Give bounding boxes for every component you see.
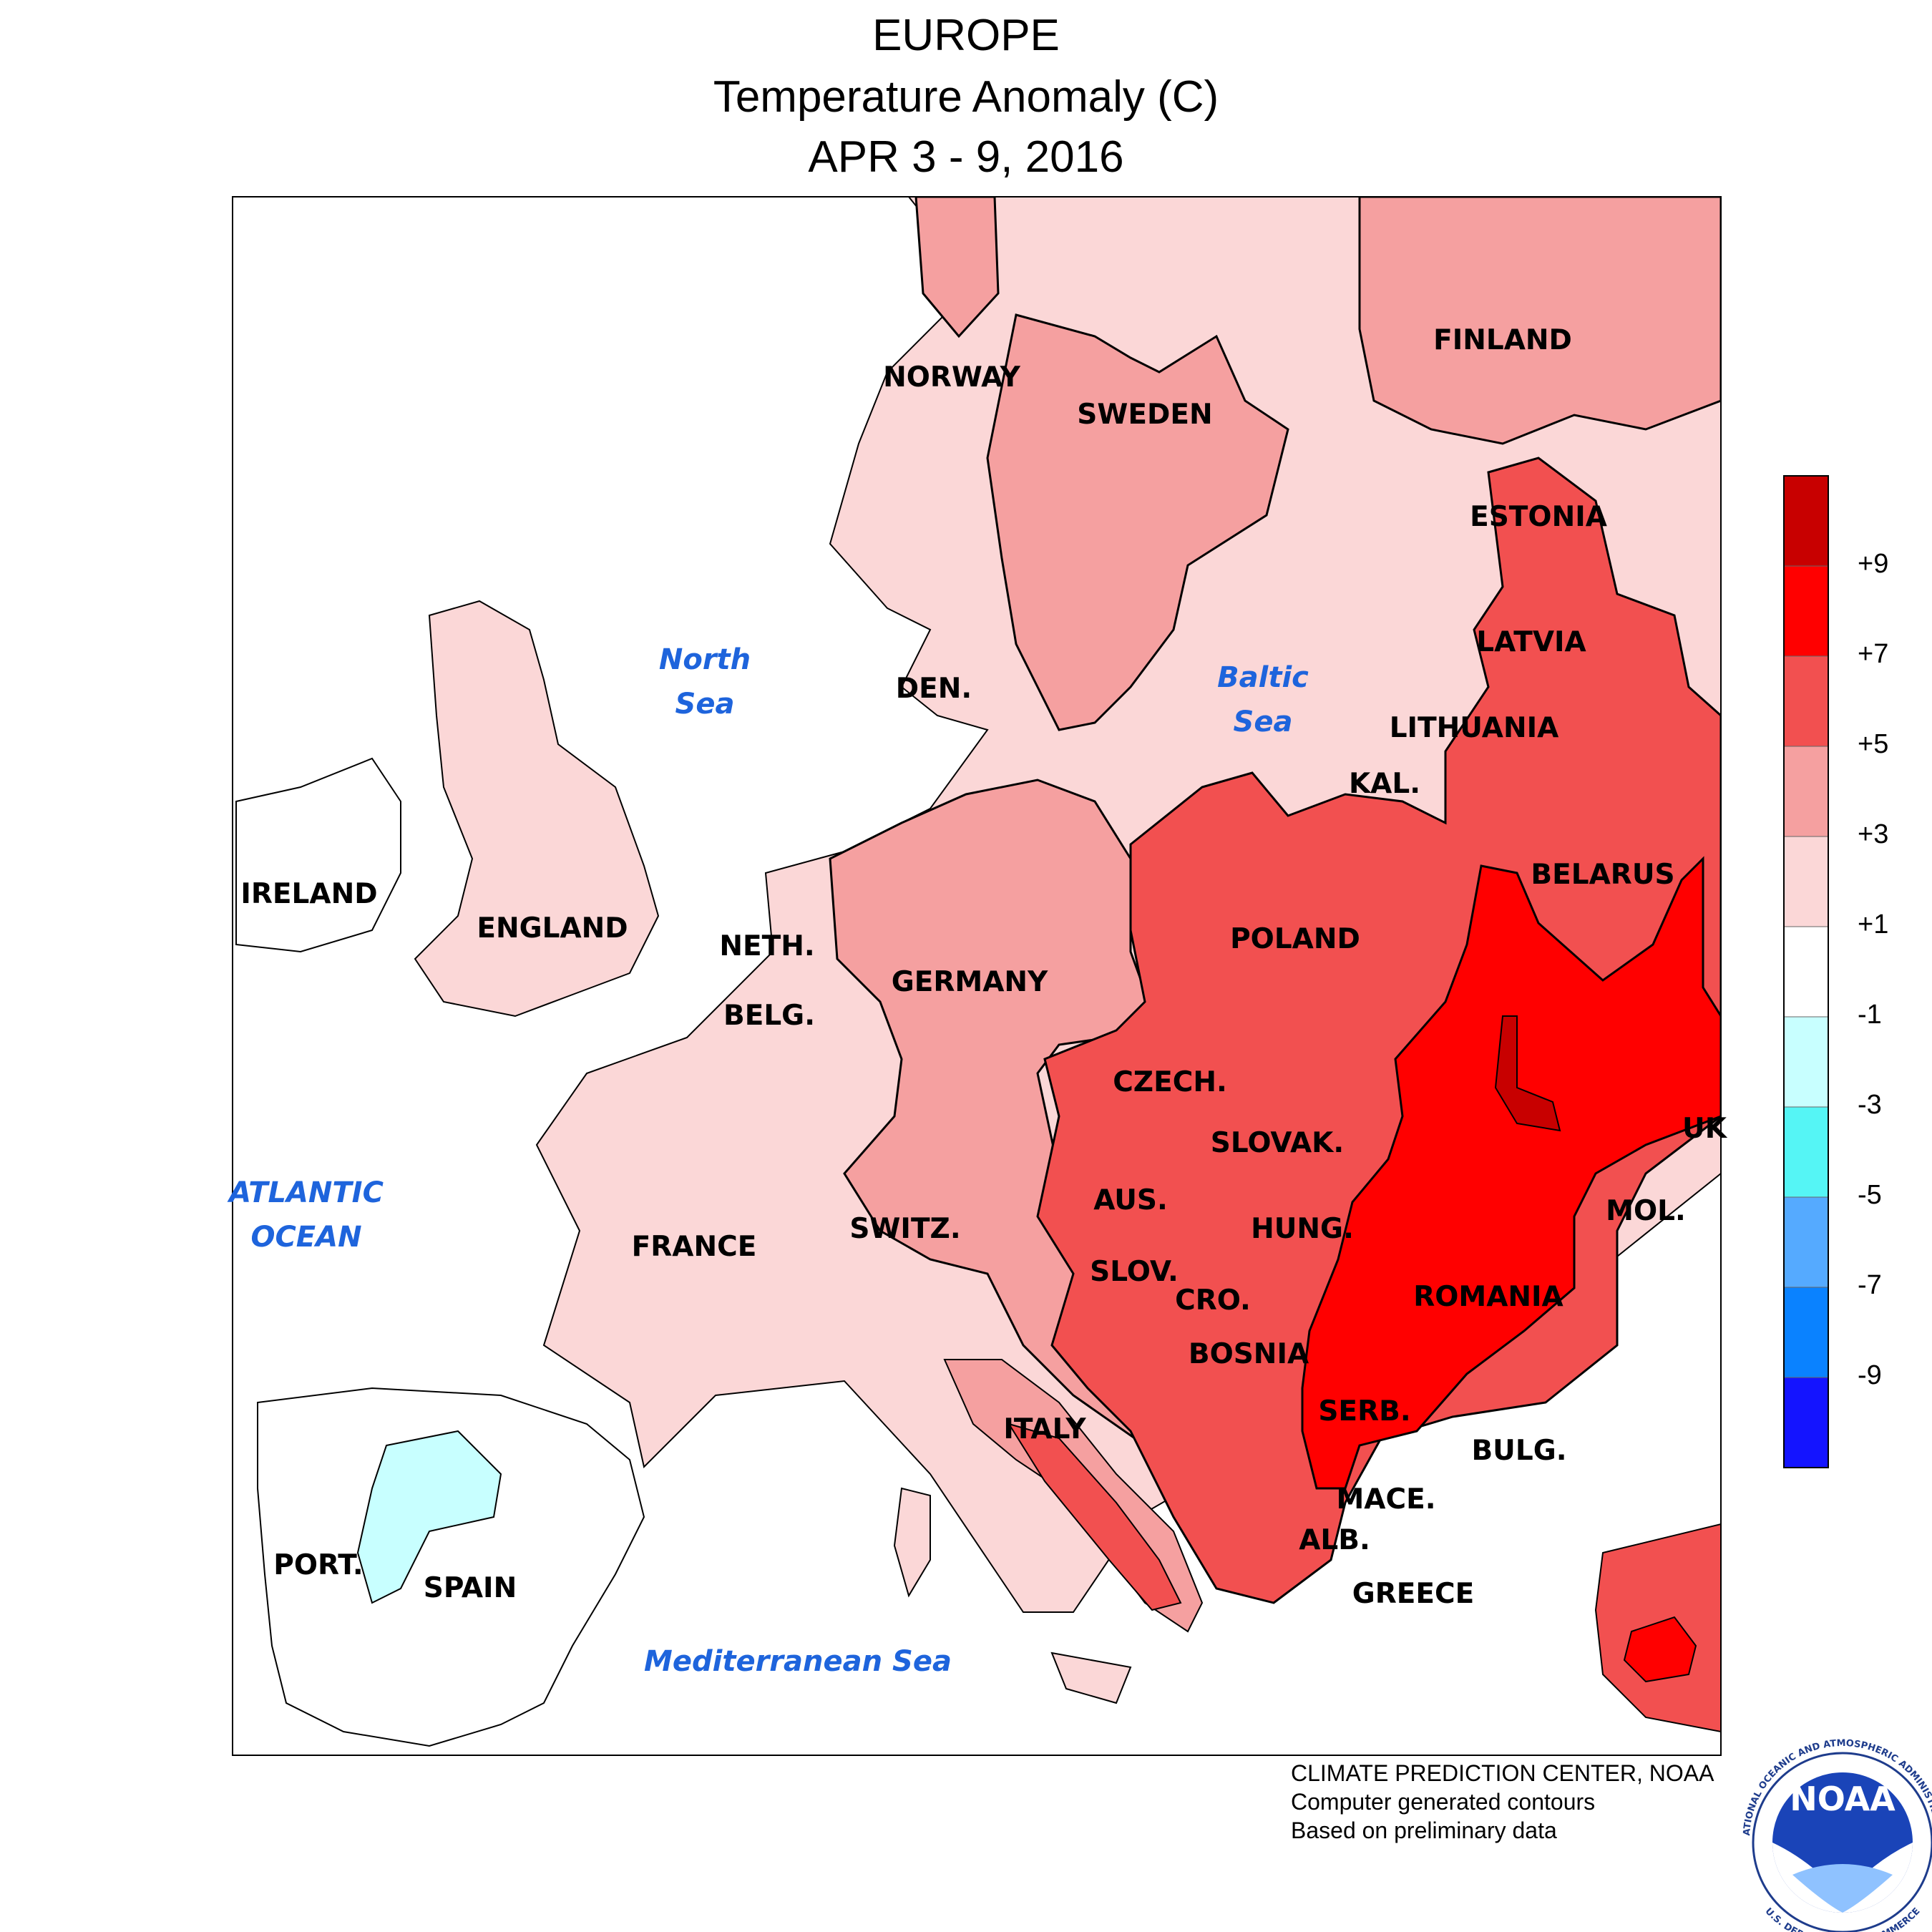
legend-tick-label: +5 (1858, 729, 1889, 759)
land-iberia (257, 1387, 645, 1747)
label-estonia: ESTONIA (1470, 501, 1607, 533)
label-greece: GREECE (1352, 1578, 1475, 1610)
legend-swatch-8 (1783, 1196, 1829, 1288)
label-poland: POLAND (1230, 923, 1360, 955)
legend-tick-label: -9 (1858, 1360, 1882, 1390)
land-sicily (1050, 1652, 1132, 1704)
label-hungary: HUNG. (1251, 1213, 1354, 1245)
label-czech: CZECH. (1113, 1066, 1227, 1098)
label-romania: ROMANIA (1413, 1281, 1563, 1313)
map-title-period: APR 3 - 9, 2016 (808, 132, 1124, 182)
label-sweden: SWEDEN (1077, 399, 1212, 431)
label-england: ENGLAND (477, 912, 628, 945)
label-mediterranean: Mediterranean Sea (644, 1645, 952, 1678)
land-anomaly-scandinavia (914, 197, 1721, 731)
label-slovakia: SLOVAK. (1211, 1127, 1344, 1159)
map-frame (233, 197, 1721, 1755)
legend-tick-label: +3 (1858, 819, 1889, 849)
land-anomaly-9-plus (1494, 1015, 1561, 1132)
label-macedonia: MACE. (1336, 1483, 1435, 1516)
land-sardinia (893, 1487, 931, 1598)
legend-tick-label: +7 (1858, 639, 1889, 669)
label-spain: SPAIN (424, 1572, 517, 1604)
land-anomaly-5-7-italy (1007, 1423, 1182, 1611)
legend-swatch-5 (1783, 926, 1829, 1018)
label-north-sea-1: North (659, 643, 751, 676)
label-north-sea-2: Sea (675, 688, 735, 721)
label-italy: ITALY (1003, 1413, 1086, 1445)
label-belarus: BELARUS (1531, 859, 1674, 891)
label-germany: GERMANY (892, 966, 1048, 998)
label-croatia: CRO. (1175, 1284, 1251, 1317)
label-bosnia: BOSNIA (1189, 1338, 1309, 1370)
label-ireland: IRELAND (240, 878, 377, 910)
land-britain (414, 600, 660, 1018)
legend-swatch-3 (1783, 746, 1829, 837)
label-france: FRANCE (632, 1231, 757, 1263)
label-netherlands: NETH. (719, 930, 814, 962)
label-latvia: LATVIA (1476, 626, 1586, 658)
legend-tick-label: +1 (1858, 909, 1889, 940)
credit-line-2: Computer generated contours (1291, 1789, 1596, 1815)
land-anomaly-5-7-east (1036, 457, 1721, 1604)
label-baltic-sea-1: Baltic (1217, 661, 1309, 694)
label-kaliningrad: KAL. (1349, 768, 1420, 800)
legend-swatch-7 (1783, 1106, 1829, 1198)
legend-tick-label: -5 (1858, 1180, 1882, 1210)
label-bulgaria: BULG. (1471, 1435, 1566, 1467)
legend-colorbar (1783, 475, 1829, 1468)
legend-tick-label: -7 (1858, 1270, 1882, 1300)
label-ukraine: UK (1682, 1113, 1728, 1145)
label-slovenia: SLOV. (1090, 1256, 1179, 1288)
label-denmark: DEN. (896, 673, 972, 705)
legend-swatch-10 (1783, 1377, 1829, 1468)
legend-swatch-1 (1783, 565, 1829, 657)
legend-tick-label: -3 (1858, 1090, 1882, 1120)
label-belgium: BELG. (723, 1000, 815, 1032)
label-serbia: SERB. (1318, 1395, 1410, 1428)
label-baltic-sea-2: Sea (1234, 706, 1293, 738)
land-ireland (235, 757, 401, 953)
land-anomaly-7-9-core (1301, 856, 1721, 1490)
label-atlantic-1: ATLANTIC (227, 1176, 384, 1209)
label-portugal: PORT. (273, 1549, 364, 1581)
label-switzerland: SWITZ. (849, 1213, 960, 1245)
legend-tick-label: +9 (1858, 549, 1889, 579)
land-anomaly-7-9-turkey (1623, 1616, 1697, 1683)
label-albania: ALB. (1299, 1524, 1370, 1556)
map-title-variable: Temperature Anomaly (C) (713, 72, 1219, 122)
noaa-logo-text: NOAA (1790, 1780, 1896, 1818)
label-atlantic-2: OCEAN (250, 1221, 361, 1254)
land-anomaly-cool-spain (356, 1430, 502, 1604)
legend-swatch-9 (1783, 1287, 1829, 1378)
label-moldova: MOL. (1606, 1195, 1686, 1227)
legend-swatch-0 (1783, 475, 1829, 567)
legend-tick-label: -1 (1858, 1000, 1882, 1030)
legend-swatch-4 (1783, 836, 1829, 927)
label-austria: AUS. (1093, 1184, 1168, 1216)
legend-swatch-2 (1783, 655, 1829, 747)
label-finland: FINLAND (1433, 324, 1572, 356)
map-title-region: EUROPE (872, 11, 1060, 60)
credit-line-1: CLIMATE PREDICTION CENTER, NOAA (1291, 1760, 1714, 1786)
label-norway: NORWAY (883, 361, 1021, 394)
legend-frame (1783, 475, 1829, 1468)
legend-swatch-6 (1783, 1016, 1829, 1108)
credit-line-3: Based on preliminary data (1291, 1818, 1557, 1843)
map-border (232, 196, 1722, 1756)
label-lithuania: LITHUANIA (1390, 712, 1559, 744)
